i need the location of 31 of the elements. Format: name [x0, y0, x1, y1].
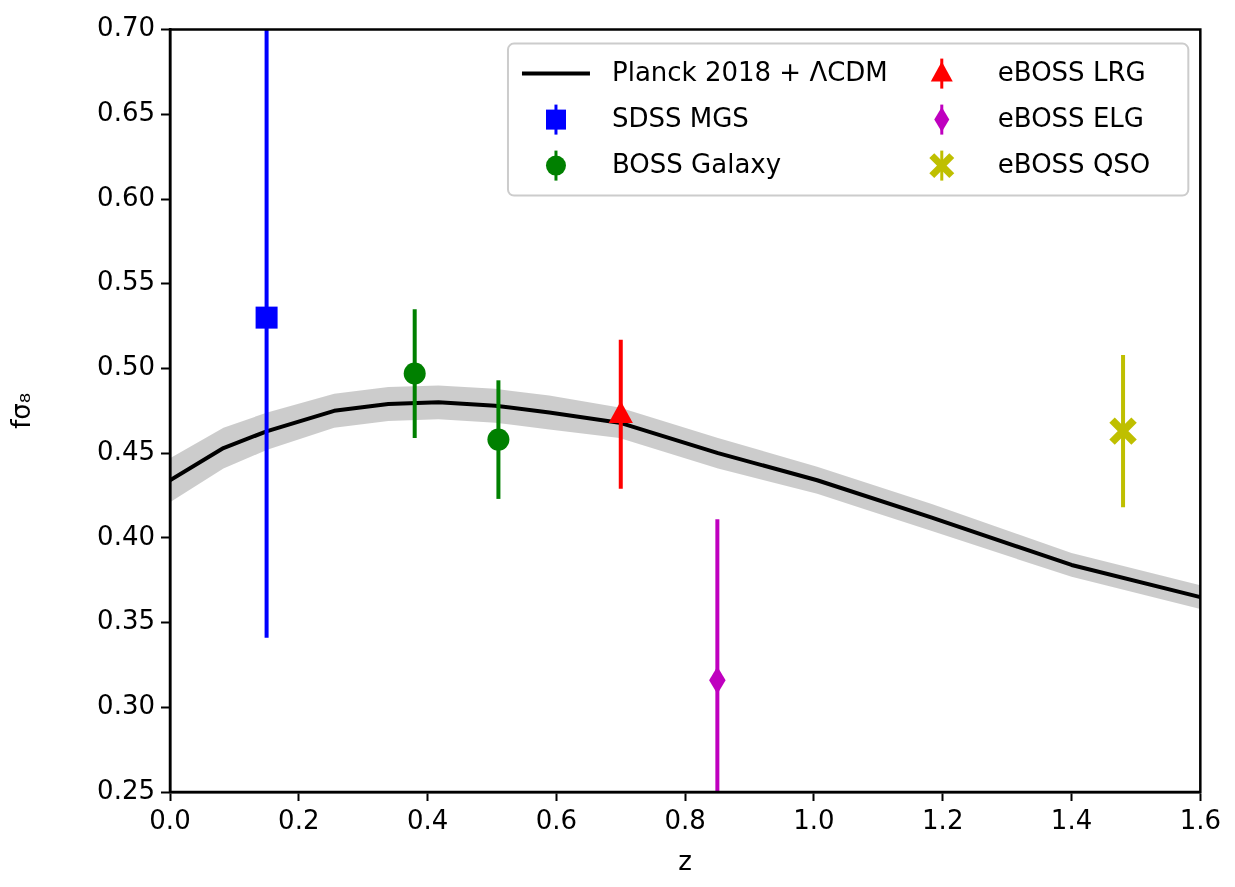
x-tick-label: 1.2	[922, 805, 964, 836]
y-tick-label: 0.55	[97, 266, 155, 297]
legend-label: eBOSS ELG	[997, 103, 1144, 134]
legend-label: BOSS Galaxy	[611, 149, 782, 180]
x-tick-label: 0.2	[278, 805, 320, 836]
legend-label: eBOSS QSO	[997, 149, 1151, 180]
y-tick-label: 0.70	[97, 12, 155, 43]
point	[487, 428, 510, 451]
x-tick-label: 0.4	[406, 805, 449, 836]
x-tick-label: 1.0	[793, 805, 835, 836]
point	[1108, 416, 1138, 446]
x-axis-title: z	[678, 846, 692, 877]
x-tick-label: 1.4	[1050, 805, 1093, 836]
x-tick-label: 0.6	[535, 805, 578, 836]
point	[403, 362, 426, 385]
x-tick-label: 0.0	[149, 805, 191, 836]
x-tick-label: 1.6	[1179, 805, 1222, 836]
y-tick-label: 0.35	[97, 605, 155, 636]
y-tick-label: 0.65	[97, 97, 155, 128]
point	[255, 306, 278, 329]
y-axis-title: fσ₈	[6, 392, 37, 429]
legend-label: eBOSS LRG	[997, 57, 1146, 88]
y-tick-label: 0.40	[97, 520, 155, 551]
y-tick-label: 0.25	[97, 774, 155, 805]
x-tick-label: 0.8	[664, 805, 706, 836]
legend-label: SDSS MGS	[611, 103, 749, 134]
y-tick-label: 0.60	[97, 181, 155, 212]
y-tick-label: 0.45	[97, 435, 155, 466]
legend-label: Planck 2018 + ΛCDM	[611, 57, 888, 88]
y-tick-label: 0.50	[97, 351, 155, 382]
y-tick-label: 0.30	[97, 690, 155, 721]
